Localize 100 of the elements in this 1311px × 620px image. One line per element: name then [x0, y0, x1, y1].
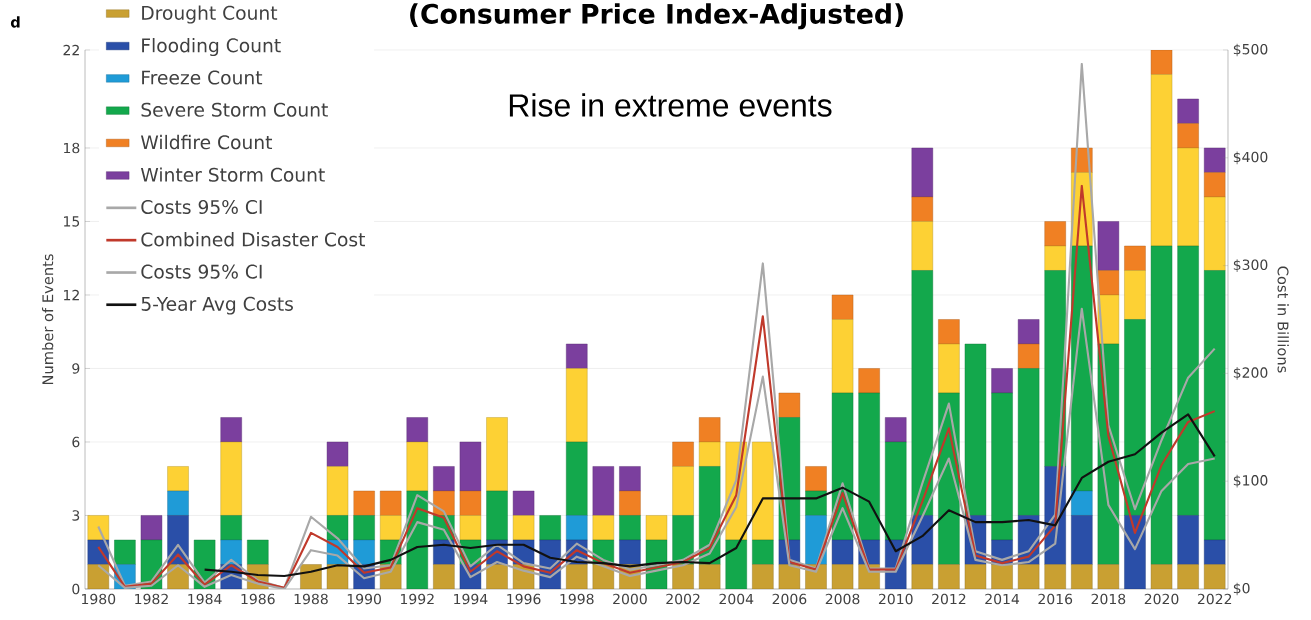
bar [1177, 515, 1199, 565]
x-tick-label: 2020 [1144, 593, 1179, 605]
bar [326, 564, 349, 589]
bar [938, 319, 960, 345]
y2-axis-title: Cost in Billions [1277, 266, 1289, 373]
bar [140, 515, 163, 541]
bar [539, 515, 561, 541]
bar [1177, 123, 1199, 149]
y-tick-label: 18 [64, 142, 80, 154]
bar [406, 441, 428, 492]
bar [1044, 564, 1066, 589]
bar [353, 515, 375, 541]
bar [1150, 245, 1173, 565]
annotation: Rise in extreme events [509, 93, 832, 117]
legend-label: Drought Count [142, 5, 278, 24]
x-tick-label: 2002 [666, 593, 700, 605]
bar [220, 441, 242, 516]
bar [486, 564, 508, 589]
y-tick-label: 6 [72, 436, 80, 448]
y-tick-label: 3 [72, 510, 80, 521]
bar [619, 539, 641, 565]
x-tick-label: 2018 [1091, 593, 1126, 605]
bar [326, 441, 349, 467]
bar [752, 564, 774, 589]
bar [1204, 564, 1226, 589]
bar [1044, 245, 1066, 271]
x-tick-label: 1982 [135, 593, 168, 605]
bar [964, 564, 987, 589]
bar [1177, 147, 1199, 247]
bar [831, 294, 854, 320]
x-tick-label: 2016 [1038, 593, 1073, 605]
bar [486, 490, 508, 541]
bar [885, 417, 907, 443]
bar [1071, 515, 1093, 565]
bar [300, 564, 322, 589]
legend-label: Freeze Count [142, 70, 263, 85]
bar [1150, 49, 1173, 75]
x-tick-label: 2008 [825, 593, 860, 605]
bar [911, 196, 934, 222]
bar [1124, 245, 1146, 271]
bar [566, 441, 588, 516]
bar [512, 515, 535, 541]
legend-label: Costs 95% CI [141, 264, 262, 279]
bar [1204, 172, 1226, 198]
bar [220, 539, 242, 565]
x-tick-label: 1984 [188, 593, 222, 605]
bar [566, 564, 588, 589]
bar [858, 368, 880, 394]
bar [379, 515, 402, 541]
x-tick-label: 2010 [878, 593, 913, 605]
x-tick-label: 1990 [347, 593, 381, 605]
legend-label: Costs 95% CI [141, 199, 262, 215]
bar [911, 270, 934, 516]
bar [805, 466, 827, 492]
bar [566, 515, 588, 541]
text: d [10, 16, 20, 28]
bar [938, 564, 960, 589]
y-tick-label: 0 [72, 583, 80, 595]
x-tick-label: 1992 [400, 593, 434, 605]
x-tick-label: 2000 [613, 593, 647, 605]
y2-tick-label: $300 [1233, 259, 1268, 272]
bar [698, 417, 721, 443]
bar [672, 466, 694, 516]
bar [1124, 319, 1146, 516]
bar [752, 539, 774, 565]
legend-label: Flooding Count [142, 37, 281, 57]
x-tick-label: 2022 [1197, 593, 1232, 605]
legend-label: Winter Storm Count [140, 167, 325, 182]
y-axis-title: Number of Events [41, 254, 54, 385]
bar [353, 539, 375, 565]
bar [991, 368, 1013, 394]
bar [964, 343, 987, 516]
y2-tick-label: $100 [1233, 474, 1268, 488]
x-tick-label: 1996 [507, 593, 541, 605]
bar [220, 515, 242, 541]
bar [778, 564, 801, 589]
bar [592, 515, 615, 541]
x-tick-label: 1994 [454, 593, 488, 605]
chart-title: (Consumer Price Index-Adjusted) [410, 3, 903, 30]
bar [1097, 270, 1120, 296]
y-tick-label: 15 [64, 216, 80, 227]
bar [486, 417, 508, 492]
bar [672, 441, 694, 467]
bar [326, 515, 349, 541]
bar [433, 564, 455, 589]
x-tick-label: 1998 [560, 593, 594, 605]
bar [911, 147, 934, 198]
bar [911, 564, 934, 589]
bar [87, 515, 109, 541]
bar [1204, 539, 1226, 565]
x-tick-label: 2012 [932, 593, 966, 605]
bar [1177, 245, 1199, 516]
bar [1017, 564, 1040, 589]
bar [938, 343, 960, 394]
bar [379, 490, 402, 516]
bar [1071, 490, 1093, 516]
bar [326, 466, 349, 516]
x-tick-label: 1988 [294, 593, 328, 605]
bar [220, 417, 242, 443]
bar [698, 564, 721, 589]
